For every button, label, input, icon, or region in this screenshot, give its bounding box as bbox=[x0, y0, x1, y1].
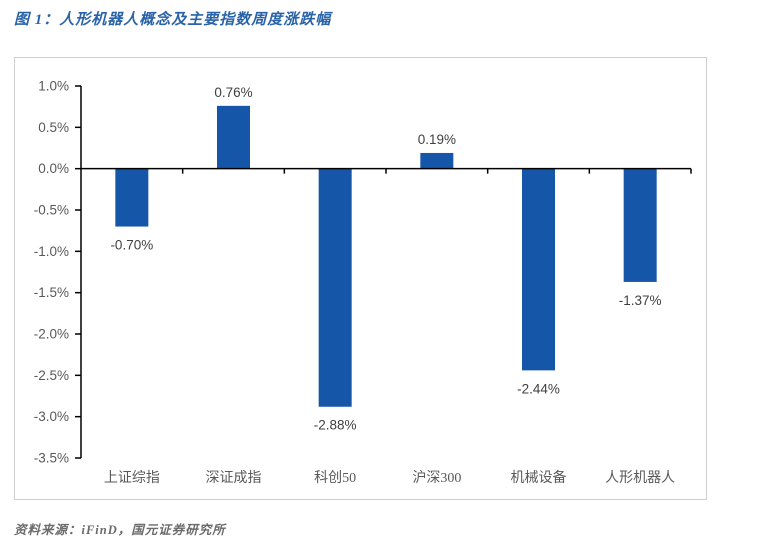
category-label: 上证综指 bbox=[104, 470, 160, 486]
y-axis-tick-label: 0.0% bbox=[38, 161, 69, 176]
bar bbox=[217, 105, 250, 169]
bar bbox=[623, 168, 657, 282]
y-axis-tick-label: -3.0% bbox=[34, 409, 69, 424]
category-label: 科创50 bbox=[314, 470, 356, 486]
y-axis-tick-label: -1.5% bbox=[34, 285, 69, 300]
y-axis-tick-label: -2.5% bbox=[34, 368, 69, 383]
bar-value-label: 0.76% bbox=[214, 85, 252, 100]
bar-value-label: 0.19% bbox=[418, 132, 456, 147]
bar-chart: 1.0% 0.5% 0.0% -0.5% -1.0% -1.5% -2.0% -2.5% -3.… bbox=[34, 79, 692, 486]
bar bbox=[318, 168, 352, 407]
y-axis-tick-label: -3.5% bbox=[34, 451, 69, 466]
bar-value-label: -1.37% bbox=[619, 293, 662, 308]
bar-value-label: -2.44% bbox=[517, 381, 560, 396]
y-axis-tick-label: -0.5% bbox=[34, 203, 69, 218]
bar bbox=[115, 168, 149, 227]
y-axis-tick-label: -2.0% bbox=[34, 327, 69, 342]
bar-value-label: -0.70% bbox=[110, 238, 153, 253]
bar bbox=[522, 168, 555, 371]
bar bbox=[420, 152, 454, 169]
category-label: 深证成指 bbox=[206, 470, 262, 486]
y-axis-tick-label: 1.0% bbox=[38, 79, 69, 94]
figure-title: 图 1：人形机器人概念及主要指数周度涨跌幅 bbox=[14, 12, 332, 28]
y-axis-tick-label: 0.5% bbox=[38, 120, 69, 135]
source-note: 资料来源：iFinD，国元证券研究所 bbox=[14, 523, 226, 537]
category-label: 人形机器人 bbox=[605, 470, 675, 486]
bar-value-label: -2.88% bbox=[314, 418, 357, 433]
category-label: 沪深300 bbox=[412, 470, 461, 486]
y-axis-tick-label: -1.0% bbox=[34, 244, 69, 259]
category-label: 机械设备 bbox=[511, 469, 567, 486]
chart-panel: 1.0% 0.5% 0.0% -0.5% -1.0% -1.5% -2.0% -2.5% -3.… bbox=[14, 57, 707, 500]
